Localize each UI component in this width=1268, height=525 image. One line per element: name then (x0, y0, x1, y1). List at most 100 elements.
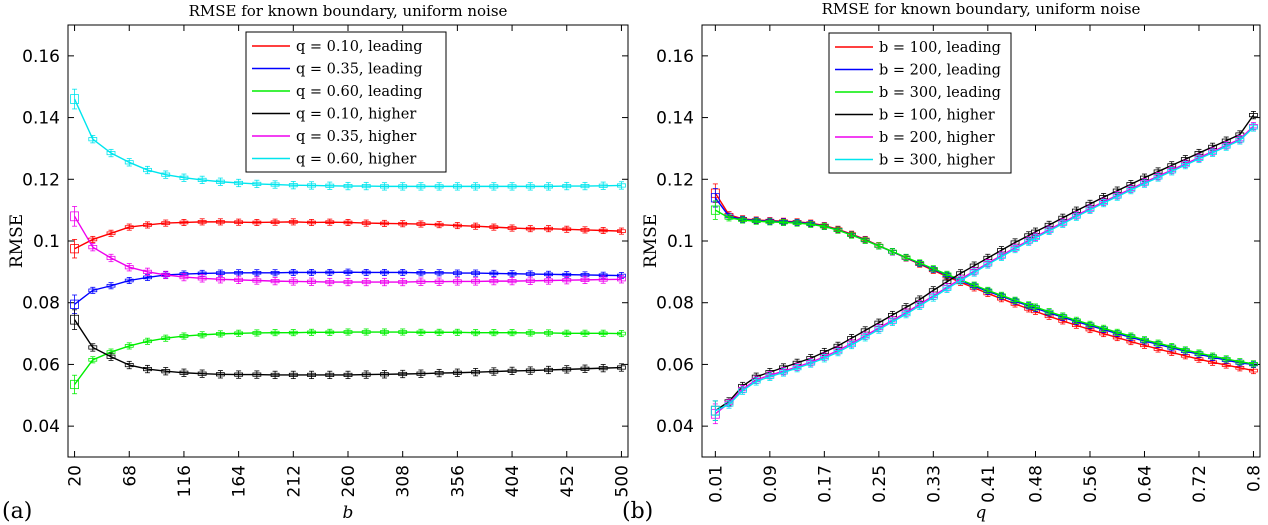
data-point-box (270, 220, 280, 224)
y-tick-label: 0.04 (656, 417, 694, 437)
data-point-box (489, 330, 499, 335)
y-tick-label: 0.08 (656, 294, 694, 314)
data-point-box (507, 368, 517, 373)
data-point-box (88, 137, 98, 142)
data-point-box (161, 336, 171, 340)
legend-entry: q = 0.60, leading (296, 84, 423, 100)
data-point-box (956, 278, 965, 283)
data-point-box (617, 365, 626, 370)
data-point-box (489, 369, 499, 374)
data-point-box (915, 261, 925, 265)
data-point-box (765, 374, 775, 379)
data-point-box (252, 181, 262, 186)
data-point-box (234, 372, 244, 377)
data-point-box (215, 332, 225, 336)
data-point-box (307, 270, 316, 275)
data-point-box (1085, 322, 1095, 327)
data-point-box (307, 220, 316, 225)
data-point-box (215, 271, 225, 275)
data-point-box (806, 222, 816, 227)
x-tick-label: 0.33 (924, 465, 944, 503)
data-point-box (124, 160, 134, 165)
data-point-box (1194, 351, 1204, 355)
data-point-box (434, 222, 444, 227)
data-point-box (1031, 305, 1040, 309)
data-point-box (124, 265, 134, 270)
x-tick-label: 0.01 (706, 465, 726, 503)
panel-a-legend: q = 0.10, leading q = 0.35, leading q = 0.… (245, 31, 447, 173)
data-point-box (598, 331, 608, 336)
data-point-box (70, 211, 79, 222)
data-point-box (833, 228, 843, 232)
panel-b-xlabel: q (976, 503, 987, 523)
data-point-box (143, 366, 152, 372)
y-tick-label: 0.14 (656, 109, 694, 129)
data-point-box (915, 303, 925, 308)
data-point-box (562, 367, 572, 372)
data-point-box (380, 279, 389, 285)
data-point-box (598, 277, 608, 282)
data-point-box (197, 276, 207, 281)
data-point-box (270, 279, 280, 284)
series-line (715, 209, 1254, 365)
data-point-box (361, 330, 371, 334)
data-point-box (1126, 334, 1136, 338)
legend-entry: b = 200, higher (879, 130, 995, 146)
data-point-box (161, 221, 171, 225)
data-point-box (434, 184, 444, 189)
data-point-box (1099, 200, 1109, 206)
legend-entry: q = 0.60, higher (296, 152, 416, 168)
data-point-box (234, 180, 244, 186)
data-point-box (507, 271, 517, 276)
data-point-box (179, 220, 189, 225)
data-point-box (215, 277, 225, 282)
data-point-box (1031, 235, 1040, 240)
data-point-box (380, 372, 389, 377)
data-point-box (874, 327, 884, 332)
data-point-box (525, 184, 535, 189)
data-point-box (398, 221, 408, 226)
data-point-box (252, 372, 262, 377)
data-point-box (1126, 188, 1136, 193)
data-point-box (307, 330, 316, 335)
data-point-box (197, 371, 207, 376)
data-point-box (143, 269, 152, 274)
data-point-box (507, 330, 517, 335)
data-point-box (124, 278, 134, 283)
data-point-box (325, 279, 335, 285)
data-point-box (888, 319, 897, 324)
data-point-box (398, 270, 408, 275)
data-point-box (792, 366, 802, 371)
data-point-box (307, 279, 316, 284)
data-point-box (580, 184, 590, 189)
panel-b-legend: b = 100, leading b = 200, leading b = 300,… (828, 32, 1012, 174)
data-point-box (343, 279, 353, 285)
panel-a-ylabel: RMSE (7, 214, 27, 268)
data-point-box (562, 227, 572, 232)
data-point-box (1044, 309, 1054, 314)
data-point-box (343, 220, 353, 225)
x-tick-label: 356 (448, 465, 468, 497)
y-tick-label: 0.08 (22, 294, 60, 314)
data-point-box (1099, 326, 1109, 331)
data-point-box (361, 221, 371, 225)
legend-entry: b = 300, higher (879, 153, 995, 169)
data-point-box (765, 220, 775, 224)
data-point-box (288, 372, 298, 377)
data-point-box (1071, 318, 1081, 323)
data-point-box (1024, 303, 1034, 307)
data-point-box (489, 225, 499, 229)
data-point-box (489, 184, 499, 189)
data-point-box (617, 229, 626, 233)
data-point-box (452, 279, 462, 284)
data-point-box (724, 216, 734, 220)
data-point-box (452, 330, 462, 335)
legend-entry: q = 0.35, leading (296, 62, 423, 78)
data-point-box (416, 184, 426, 189)
data-point-box (343, 184, 353, 189)
data-point-box (252, 331, 262, 335)
y-tick-label: 0.06 (22, 355, 60, 375)
y-tick-label: 0.06 (656, 355, 694, 375)
data-point-box (106, 354, 116, 359)
